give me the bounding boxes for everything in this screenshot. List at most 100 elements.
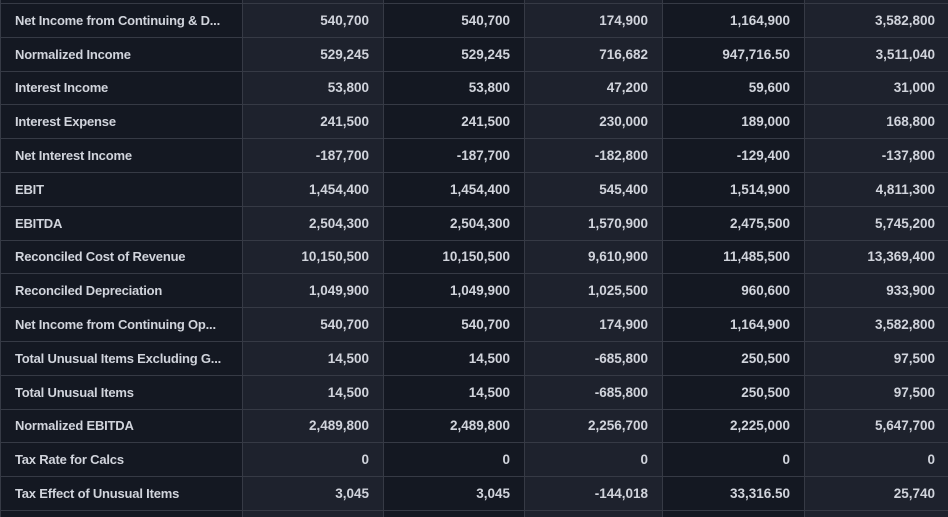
- value-cell: 3,045: [243, 477, 384, 511]
- value-cell: 168,800: [805, 105, 948, 140]
- row-label: Reconciled Depreciation: [15, 283, 163, 299]
- value-cell: 241,500: [243, 105, 384, 140]
- value-cell: 14,500: [243, 375, 384, 410]
- value-cell: 53,800: [243, 71, 384, 106]
- table-row[interactable]: Normalized EBITDA 2,489,800 2,489,800 2,…: [1, 409, 948, 444]
- value-cell: 2,489,800: [384, 409, 525, 444]
- value-cell: 0: [525, 443, 663, 478]
- value-cell: 1,454,400: [384, 172, 525, 207]
- row-label-cell: Net Income from Continuing & D...: [1, 4, 243, 38]
- value-cell: 1,049,900: [384, 274, 525, 309]
- table-row[interactable]: Net Interest Income -187,700 -187,700 -1…: [1, 139, 948, 173]
- row-label: Interest Income: [15, 80, 109, 96]
- table-row[interactable]: Reconciled Cost of Revenue 10,150,500 10…: [1, 240, 948, 275]
- row-label: Net Interest Income: [15, 148, 132, 164]
- value-cell: 2,225,000: [663, 409, 805, 444]
- value-cell: 2,256,700: [525, 409, 663, 444]
- value-cell: 174,900: [525, 308, 663, 342]
- value-cell: -685,800: [525, 375, 663, 410]
- partial-row-cell: [525, 510, 663, 517]
- partial-row-cell: [1, 510, 243, 517]
- value-cell: 230,000: [525, 105, 663, 140]
- value-cell: -187,700: [243, 139, 384, 173]
- partial-row-cell: [663, 510, 805, 517]
- value-cell: 540,700: [243, 308, 384, 342]
- row-label: Normalized Income: [15, 46, 131, 62]
- value-cell: 529,245: [243, 37, 384, 72]
- row-label-cell: Interest Income: [1, 71, 243, 106]
- table-row[interactable]: Net Income from Continuing Op... 540,700…: [1, 308, 948, 342]
- row-label-cell: Normalized EBITDA: [1, 409, 243, 444]
- value-cell: -129,400: [663, 139, 805, 173]
- table-row[interactable]: Total Unusual Items Excluding G... 14,50…: [1, 341, 948, 376]
- table-row[interactable]: Tax Rate for Calcs 0 0 0 0 0: [1, 443, 948, 478]
- value-cell: 3,511,040: [805, 37, 948, 72]
- value-cell: 9,610,900: [525, 240, 663, 275]
- partial-row-cell: [805, 0, 948, 4]
- value-cell: 13,369,400: [805, 240, 948, 275]
- row-label-cell: Tax Rate for Calcs: [1, 443, 243, 478]
- value-cell: 250,500: [663, 375, 805, 410]
- table-row[interactable]: Total Unusual Items 14,500 14,500 -685,8…: [1, 375, 948, 410]
- table-row[interactable]: Reconciled Depreciation 1,049,900 1,049,…: [1, 274, 948, 309]
- value-cell: 241,500: [384, 105, 525, 140]
- value-cell: 2,504,300: [243, 206, 384, 241]
- value-cell: 2,504,300: [384, 206, 525, 241]
- table-row[interactable]: EBITDA 2,504,300 2,504,300 1,570,900 2,4…: [1, 206, 948, 241]
- value-cell: 960,600: [663, 274, 805, 309]
- value-cell: 3,582,800: [805, 308, 948, 342]
- value-cell: 11,485,500: [663, 240, 805, 275]
- value-cell: 2,489,800: [243, 409, 384, 444]
- row-label-cell: Interest Expense: [1, 105, 243, 140]
- value-cell: 1,049,900: [243, 274, 384, 309]
- partial-row-cell: [805, 510, 948, 517]
- value-cell: 0: [805, 443, 948, 478]
- row-label: EBIT: [15, 181, 44, 197]
- table-row[interactable]: Normalized Income 529,245 529,245 716,68…: [1, 37, 948, 72]
- value-cell: 1,570,900: [525, 206, 663, 241]
- row-label: Total Unusual Items Excluding G...: [15, 350, 222, 366]
- row-label-cell: EBITDA: [1, 206, 243, 241]
- table-row[interactable]: EBIT 1,454,400 1,454,400 545,400 1,514,9…: [1, 172, 948, 207]
- row-label-cell: Total Unusual Items: [1, 375, 243, 410]
- value-cell: 10,150,500: [384, 240, 525, 275]
- row-label: Total Unusual Items: [15, 384, 134, 400]
- value-cell: 25,740: [805, 477, 948, 511]
- table-row-partial-bottom: [1, 510, 948, 517]
- value-cell: 174,900: [525, 4, 663, 38]
- value-cell: 540,700: [384, 308, 525, 342]
- value-cell: 31,000: [805, 71, 948, 106]
- table-row[interactable]: Net Income from Continuing & D... 540,70…: [1, 4, 948, 38]
- row-label: Net Income from Continuing Op...: [15, 317, 216, 333]
- value-cell: 540,700: [243, 4, 384, 38]
- partial-row-cell: [243, 0, 384, 4]
- value-cell: 947,716.50: [663, 37, 805, 72]
- table-row[interactable]: Interest Income 53,800 53,800 47,200 59,…: [1, 71, 948, 106]
- value-cell: 53,800: [384, 71, 525, 106]
- value-cell: -144,018: [525, 477, 663, 511]
- value-cell: -187,700: [384, 139, 525, 173]
- value-cell: 540,700: [384, 4, 525, 38]
- value-cell: 3,045: [384, 477, 525, 511]
- table-row[interactable]: Tax Effect of Unusual Items 3,045 3,045 …: [1, 477, 948, 511]
- value-cell: 0: [663, 443, 805, 478]
- value-cell: 4,811,300: [805, 172, 948, 207]
- row-label-cell: Reconciled Depreciation: [1, 274, 243, 309]
- value-cell: 933,900: [805, 274, 948, 309]
- value-cell: 14,500: [243, 341, 384, 376]
- table-row[interactable]: Interest Expense 241,500 241,500 230,000…: [1, 105, 948, 140]
- row-label: Interest Expense: [15, 114, 116, 130]
- row-label-cell: Reconciled Cost of Revenue: [1, 240, 243, 275]
- value-cell: 545,400: [525, 172, 663, 207]
- row-label: Tax Effect of Unusual Items: [15, 486, 180, 502]
- value-cell: 97,500: [805, 375, 948, 410]
- table-row-partial-top: [1, 0, 948, 4]
- value-cell: 529,245: [384, 37, 525, 72]
- value-cell: 189,000: [663, 105, 805, 140]
- value-cell: -685,800: [525, 341, 663, 376]
- value-cell: 716,682: [525, 37, 663, 72]
- row-label: Net Income from Continuing & D...: [15, 12, 221, 28]
- value-cell: 3,582,800: [805, 4, 948, 38]
- value-cell: -182,800: [525, 139, 663, 173]
